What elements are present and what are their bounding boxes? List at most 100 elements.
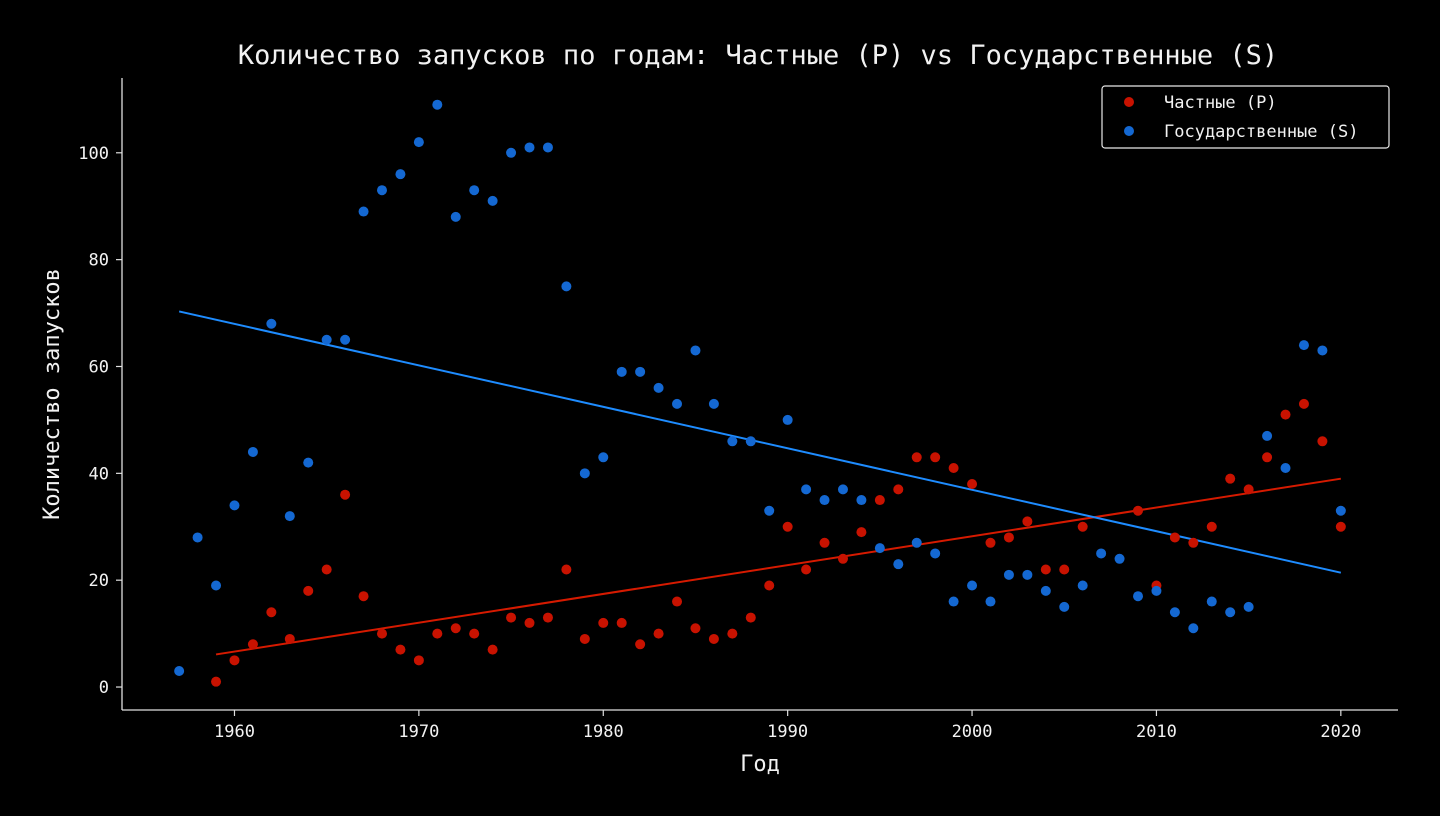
data-point-state — [1077, 580, 1088, 591]
data-point-state — [1225, 607, 1236, 618]
data-point-state — [1003, 569, 1014, 580]
data-point-private — [1243, 484, 1254, 495]
data-point-private — [376, 628, 387, 639]
x-tick-label: 2020 — [1320, 722, 1361, 742]
legend-label-private: Частные (P) — [1164, 93, 1277, 113]
data-point-state — [266, 318, 277, 329]
data-point-state — [395, 169, 406, 180]
legend-label-state: Государственные (S) — [1164, 122, 1358, 142]
data-point-state — [727, 436, 738, 447]
data-point-state — [1317, 345, 1328, 356]
data-point-state — [542, 142, 553, 153]
data-point-private — [303, 585, 314, 596]
data-point-private — [1262, 452, 1273, 463]
data-point-private — [211, 676, 222, 687]
data-point-state — [801, 484, 812, 495]
legend-marker-private — [1124, 97, 1134, 107]
data-point-state — [1188, 623, 1199, 634]
data-point-state — [469, 185, 480, 196]
data-point-private — [708, 633, 719, 644]
data-point-private — [616, 617, 627, 628]
data-point-private — [1169, 532, 1180, 543]
data-point-state — [432, 99, 443, 110]
trend-line-private — [215, 477, 1341, 656]
data-point-state — [764, 505, 775, 516]
x-tick-label: 2010 — [1136, 722, 1177, 742]
legend: Частные (P) Государственные (S) — [1101, 85, 1390, 149]
data-point-private — [579, 633, 590, 644]
data-point-state — [229, 500, 240, 511]
data-point-private — [985, 537, 996, 548]
data-point-state — [321, 334, 332, 345]
data-point-private — [358, 591, 369, 602]
data-point-private — [1206, 521, 1217, 532]
data-point-state — [1262, 430, 1273, 441]
y-tick-label: 20 — [89, 571, 109, 591]
data-point-state — [874, 543, 885, 554]
data-point-private — [1188, 537, 1199, 548]
data-point-state — [1335, 505, 1346, 516]
data-point-state — [1059, 601, 1070, 612]
data-point-state — [413, 137, 424, 148]
data-point-state — [837, 484, 848, 495]
x-tick-label: 1990 — [767, 722, 808, 742]
data-point-private — [561, 564, 572, 575]
data-point-private — [874, 495, 885, 506]
data-point-private — [1003, 532, 1014, 543]
data-point-state — [1022, 569, 1033, 580]
x-axis-label: Год — [740, 752, 780, 777]
data-point-private — [911, 452, 922, 463]
data-point-private — [1077, 521, 1088, 532]
data-point-private — [1133, 505, 1144, 516]
data-point-private — [266, 607, 277, 618]
x-tick-label: 1960 — [214, 722, 255, 742]
y-tick-label: 80 — [89, 251, 109, 271]
data-point-state — [303, 457, 314, 468]
data-point-state — [284, 511, 295, 522]
data-point-private — [469, 628, 480, 639]
data-point-private — [819, 537, 830, 548]
y-tick-label: 40 — [89, 464, 109, 484]
data-point-state — [247, 446, 258, 457]
data-point-state — [211, 580, 222, 591]
data-point-state — [358, 206, 369, 217]
data-point-state — [745, 436, 756, 447]
legend-marker-state — [1124, 126, 1134, 136]
data-point-state — [616, 366, 627, 377]
data-point-private — [487, 644, 498, 655]
axes — [121, 78, 1398, 711]
data-point-state — [985, 596, 996, 607]
data-point-state — [1040, 585, 1051, 596]
data-point-private — [690, 623, 701, 634]
data-point-state — [635, 366, 646, 377]
data-point-private — [247, 639, 258, 650]
data-point-state — [911, 537, 922, 548]
trend-line-state — [178, 310, 1342, 574]
data-point-state — [653, 382, 664, 393]
data-point-private — [413, 655, 424, 666]
data-point-private — [1298, 398, 1309, 409]
data-point-private — [1225, 473, 1236, 484]
data-point-state — [856, 495, 867, 506]
x-tick-label: 1980 — [583, 722, 624, 742]
data-point-state — [579, 468, 590, 479]
data-point-state — [948, 596, 959, 607]
data-point-private — [229, 655, 240, 666]
data-point-state — [487, 195, 498, 206]
data-point-private — [801, 564, 812, 575]
data-point-state — [1114, 553, 1125, 564]
data-point-private — [1022, 516, 1033, 527]
data-point-private — [782, 521, 793, 532]
data-point-state — [561, 281, 572, 292]
data-point-private — [1335, 521, 1346, 532]
data-point-private — [856, 527, 867, 538]
data-point-private — [948, 462, 959, 473]
data-point-state — [708, 398, 719, 409]
y-axis-label: Количество запусков — [40, 268, 65, 520]
data-point-state — [1169, 607, 1180, 618]
data-point-private — [432, 628, 443, 639]
data-point-private — [764, 580, 775, 591]
data-point-private — [635, 639, 646, 650]
data-point-state — [690, 345, 701, 356]
